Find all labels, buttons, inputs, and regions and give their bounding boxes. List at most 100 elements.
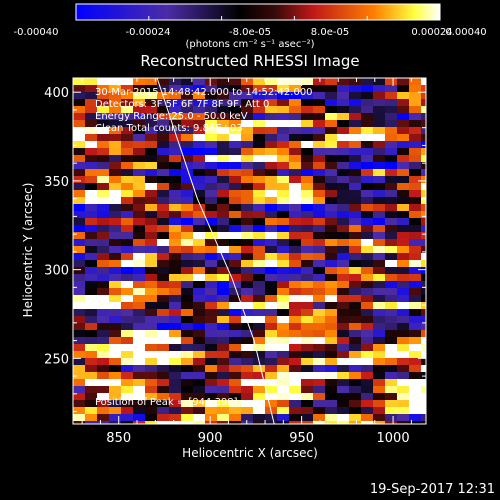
heatmap-cell [181, 197, 194, 205]
heatmap-cell [181, 365, 194, 373]
heatmap-cell [169, 134, 182, 142]
heatmap-cell [313, 162, 326, 170]
heatmap-cell [397, 337, 410, 345]
heatmap-cell [325, 127, 338, 135]
heatmap-cell [337, 232, 350, 240]
heatmap-cell [97, 309, 110, 317]
heatmap-cell [337, 414, 350, 422]
heatmap-cell [121, 309, 134, 317]
heatmap-cell [385, 267, 398, 275]
heatmap-cell [73, 358, 86, 366]
heatmap-cell [265, 379, 278, 387]
heatmap-cell [145, 232, 158, 240]
heatmap-cell [349, 281, 362, 289]
heatmap-cell [361, 92, 374, 100]
heatmap-cell [421, 421, 426, 424]
heatmap-cell [241, 183, 254, 191]
heatmap-cell [205, 85, 218, 93]
plot-frame [72, 77, 427, 425]
heatmap-cell [193, 120, 206, 128]
heatmap-cell [349, 155, 362, 163]
heatmap-cell [409, 358, 422, 366]
heatmap-cell [85, 141, 98, 149]
heatmap-cell [337, 281, 350, 289]
heatmap-cell [229, 323, 242, 331]
heatmap-cell [229, 414, 242, 422]
heatmap-cell [253, 113, 266, 121]
heatmap-cell [193, 134, 206, 142]
heatmap-cell [217, 211, 230, 219]
heatmap-cell [277, 295, 290, 303]
heatmap-cell [385, 302, 398, 310]
heatmap-cell [253, 400, 266, 408]
heatmap-cell [157, 176, 170, 184]
heatmap-cell [325, 330, 338, 338]
heatmap-cell [253, 365, 266, 373]
heatmap-cell [229, 85, 242, 93]
heatmap-cell [313, 309, 326, 317]
heatmap-cell [157, 421, 170, 424]
heatmap-cell [289, 99, 302, 107]
heatmap-cell [373, 309, 386, 317]
heatmap-cell [193, 141, 206, 149]
heatmap-cell [157, 169, 170, 177]
heatmap-cell [397, 197, 410, 205]
heatmap-cell [97, 316, 110, 324]
heatmap-cell [313, 386, 326, 394]
heatmap-cell [349, 176, 362, 184]
heatmap-cell [169, 288, 182, 296]
heatmap-cell [421, 351, 426, 359]
heatmap-cell [349, 365, 362, 373]
heatmap-cell [181, 393, 194, 401]
heatmap-cell [301, 155, 314, 163]
heatmap-cell [229, 400, 242, 408]
heatmap-cell [217, 183, 230, 191]
heatmap-cell [409, 295, 422, 303]
heatmap-cell [109, 113, 122, 121]
heatmap-cell [337, 197, 350, 205]
heatmap-cell [289, 407, 302, 415]
heatmap-cell [229, 351, 242, 359]
heatmap-cell [85, 351, 98, 359]
heatmap-cell [301, 246, 314, 254]
heatmap-cell [97, 414, 110, 422]
heatmap-cell [409, 162, 422, 170]
heatmap-cell [157, 295, 170, 303]
heatmap-cell [373, 169, 386, 177]
heatmap-cell [97, 176, 110, 184]
heatmap-cell [241, 211, 254, 219]
colorbar: -0.00040 -0.00024 -8.0e-05 8.0e-05 0.000240.… [14, 3, 487, 38]
heatmap-cell [109, 309, 122, 317]
heatmap-cell [325, 239, 338, 247]
heatmap-cell [301, 309, 314, 317]
heatmap-cell [421, 414, 426, 422]
heatmap-cell [205, 176, 218, 184]
heatmap-cell [409, 337, 422, 345]
heatmap-cell [241, 162, 254, 170]
heatmap-cell [313, 127, 326, 135]
heatmap-cell [349, 239, 362, 247]
heatmap-cell [217, 232, 230, 240]
heatmap-cell [361, 372, 374, 380]
heatmap-cell [409, 127, 422, 135]
heatmap-cell [349, 113, 362, 121]
heatmap-cell [265, 92, 278, 100]
heatmap-cell [193, 190, 206, 198]
info-line-2: Detectors: 3F 5F 6F 7F 8F 9F, Att 0 [95, 99, 270, 110]
heatmap-cell [313, 246, 326, 254]
heatmap-cell [397, 344, 410, 352]
heatmap-cell [169, 225, 182, 233]
heatmap-cell [85, 211, 98, 219]
heatmap-cell [181, 295, 194, 303]
heatmap-cell [217, 323, 230, 331]
heatmap-cell [97, 162, 110, 170]
heatmap-cell [217, 197, 230, 205]
heatmap-cell [289, 337, 302, 345]
heatmap-cell [229, 309, 242, 317]
heatmap-cell [289, 344, 302, 352]
heatmap-cell [73, 85, 86, 93]
heatmap-cell [181, 344, 194, 352]
heatmap-cell [421, 204, 426, 212]
heatmap-cell [157, 309, 170, 317]
heatmap-cell [169, 120, 182, 128]
